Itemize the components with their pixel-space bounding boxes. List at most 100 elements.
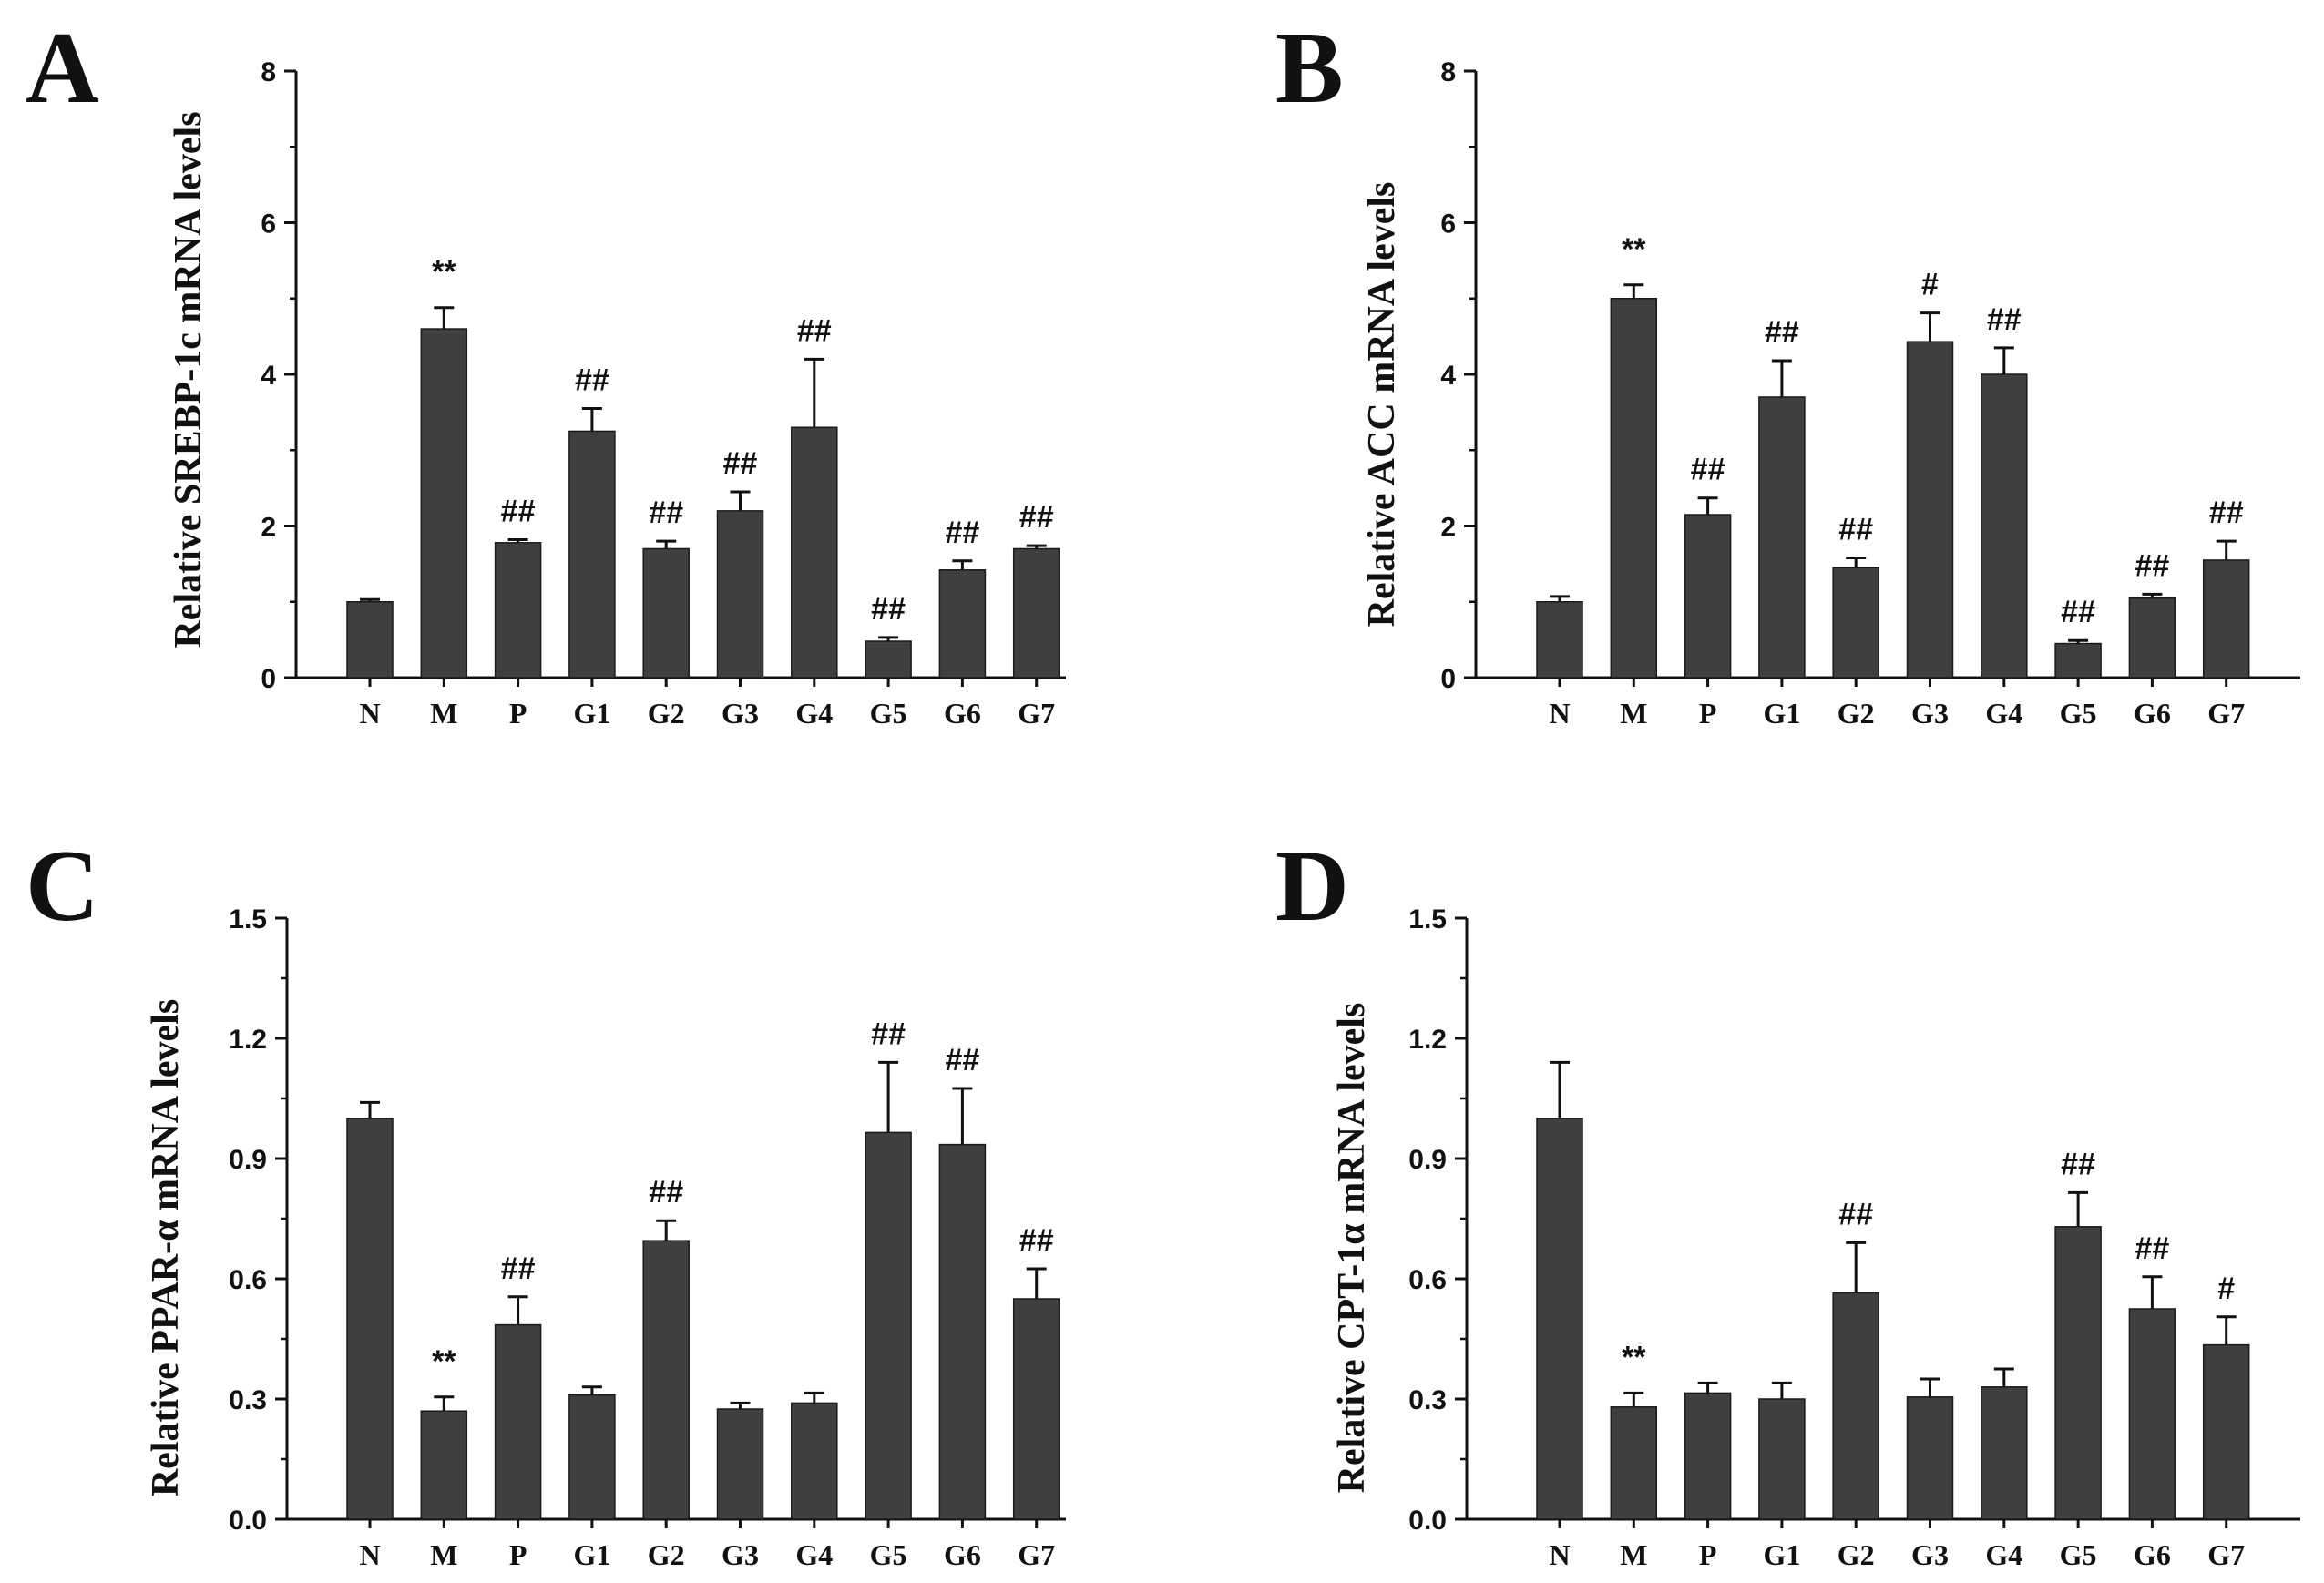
panel-a-plot: 0 2 4 6 8 N M ** P ## G1 ## G2 ## G3 ## G4 ## G5 ## G6 ## G7 ## <box>261 57 1066 730</box>
panel-a-xtick-label-g3: G3 <box>722 697 759 730</box>
panel-d-ylabel: Relative CPT-1α mRNA levels <box>1331 1003 1373 1494</box>
panel-b-annotation-g3: # <box>1921 268 1939 302</box>
panel-d-xtick-label-m: M <box>1620 1538 1647 1571</box>
panel-a-xtick-label-g5: G5 <box>870 697 907 730</box>
panel-c-ytick-label: 0.9 <box>229 1145 267 1175</box>
panel-d-bar-g3 <box>1906 1396 1954 1520</box>
panel-b-annotation-m: ** <box>1622 232 1646 267</box>
panel-b-plot: 0 2 4 6 8 N M ** P ## G1 ## G2 ## G3 # G4 ## G5 ## G6 ## G7 ## <box>1440 57 2300 730</box>
panel-b-xtick-label-g5: G5 <box>2060 697 2097 730</box>
panel-b-annotation-g6: ## <box>2135 548 2169 583</box>
panel-b-ytick-label: 4 <box>1440 361 1456 391</box>
panel-a-annotation-g6: ## <box>945 516 979 550</box>
panel-a-xtick-label-g7: G7 <box>1018 697 1055 730</box>
panel-c-xtick-label-p: P <box>509 1538 527 1571</box>
panel-d-annotation-m: ** <box>1622 1340 1646 1374</box>
panel-b-bar-g6 <box>2128 597 2176 679</box>
panel-a-ylabel: Relative SREBP-1c mRNA levels <box>168 111 210 648</box>
panel-c-xtick-label-g6: G6 <box>944 1538 981 1571</box>
panel-b-ytick-label: 2 <box>1440 513 1456 543</box>
panel-c-bar-g3 <box>716 1408 764 1520</box>
panel-a-xtick-label-g1: G1 <box>573 697 610 730</box>
panel-b-ytick-label: 8 <box>1440 57 1456 87</box>
panel-b-bar-m <box>1610 298 1658 679</box>
panel-c-bar-m <box>420 1410 468 1520</box>
panel-a-bar-m <box>420 328 468 679</box>
panel-c-xtick-label-n: N <box>359 1538 380 1571</box>
panel-d-xtick-label-g2: G2 <box>1838 1538 1875 1571</box>
panel-c-bar-n <box>346 1118 394 1520</box>
panel-d-bar-g2 <box>1832 1292 1879 1520</box>
panel-a-ytick-label: 2 <box>261 513 276 543</box>
panel-b-xtick-label-g7: G7 <box>2207 697 2245 730</box>
panel-c-xtick-label-g3: G3 <box>722 1538 759 1571</box>
panel-c-annotation-g2: ## <box>649 1175 683 1210</box>
panel-b-annotation-g4: ## <box>1987 302 2022 337</box>
panel-c-bar-g4 <box>791 1402 838 1520</box>
panel-d-ytick-label: 1.5 <box>1408 904 1447 934</box>
panel-c-annotation-p: ## <box>501 1251 536 1286</box>
panel-d-ytick-label: 0.3 <box>1408 1385 1447 1415</box>
panel-a-xtick-label-n: N <box>359 697 380 730</box>
panel-c-xtick-label-g5: G5 <box>870 1538 907 1571</box>
panel-a-bar-g4 <box>791 426 838 679</box>
panel-c-bar-g5 <box>865 1131 912 1520</box>
panel-c-annotation-m: ** <box>432 1344 456 1379</box>
panel-a-annotation-g7: ## <box>1019 500 1054 535</box>
panel-b-bar-g3 <box>1906 341 1954 679</box>
panel-a-bar-n <box>346 601 394 679</box>
panel-b-xtick-label-g4: G4 <box>1985 697 2022 730</box>
panel-d-bar-p <box>1684 1392 1732 1520</box>
panel-a-ytick-label: 4 <box>261 361 276 391</box>
panel-c-annotation-g5: ## <box>871 1016 906 1051</box>
panel-b-annotation-p: ## <box>1691 453 1725 487</box>
panel-c-bar-g6 <box>938 1143 987 1520</box>
panel-c-letter: C <box>26 830 99 943</box>
panel-c-xtick-label-g2: G2 <box>648 1538 685 1571</box>
panel-a-ytick-label: 8 <box>261 57 276 87</box>
panel-d-xtick-label-n: N <box>1549 1538 1570 1571</box>
panel-c-xtick-label-g7: G7 <box>1018 1538 1055 1571</box>
panel-c-ytick-label: 1.2 <box>229 1025 267 1055</box>
panel-c-bar-p <box>494 1323 542 1520</box>
panel-a-xtick-label-p: P <box>509 697 527 730</box>
panel-a-xtick-label-g4: G4 <box>795 697 833 730</box>
panel-b-annotation-g7: ## <box>2209 495 2244 530</box>
panel-c-bar-g2 <box>642 1240 690 1520</box>
panel-d-ytick-label: 0.6 <box>1408 1265 1447 1295</box>
panel-b-ytick-label: 0 <box>1440 664 1456 694</box>
panel-a-ytick-label: 0 <box>261 664 276 694</box>
panel-d-letter: D <box>1275 830 1349 943</box>
panel-b-bar-g2 <box>1832 567 1879 679</box>
panel-b-xtick-label-p: P <box>1699 697 1717 730</box>
panel-b-bar-g4 <box>1981 373 2028 679</box>
panel-d-bar-n <box>1536 1118 1583 1520</box>
panel-b-ylabel: Relative ACC mRNA levels <box>1361 182 1403 628</box>
panel-c-ytick-label: 0.3 <box>229 1385 267 1415</box>
panel-a-letter: A <box>26 12 99 125</box>
panel-a-xtick-label-g6: G6 <box>944 697 981 730</box>
panel-b-xtick-label-g3: G3 <box>1911 697 1949 730</box>
panel-d-xtick-label-g7: G7 <box>2207 1538 2245 1571</box>
panel-d-annotation-g7: # <box>2217 1272 2235 1306</box>
panel-d-ytick-label: 0.0 <box>1408 1506 1447 1536</box>
panel-d: D Relative CPT-1α mRNA levels 0.00.30.60… <box>1275 830 2300 1571</box>
panel-a-xtick-label-g2: G2 <box>648 697 685 730</box>
panel-a-xtick-label-m: M <box>430 697 457 730</box>
panel-d-xtick-label-g6: G6 <box>2134 1538 2171 1571</box>
panel-a-bar-g1 <box>568 430 616 679</box>
panel-d-xtick-label-g1: G1 <box>1763 1538 1800 1571</box>
panel-b-xtick-label-n: N <box>1549 697 1570 730</box>
panel-b-ytick-label: 6 <box>1440 209 1456 240</box>
panel-d-bar-g5 <box>2054 1226 2102 1520</box>
panel-b: B Relative ACC mRNA levels 0 2 4 6 8 N M ** P ## G… <box>1275 12 2300 730</box>
panel-a: A Relative SREBP-1c mRNA levels 0 2 4 6 8 N M *… <box>26 12 1066 730</box>
panel-c-annotation-g6: ## <box>945 1043 979 1077</box>
panel-c: C Relative PPAR-α mRNA levels 0.00.30.60… <box>26 830 1066 1571</box>
panel-a-annotation-g5: ## <box>871 592 906 627</box>
panel-a-bar-p <box>494 542 542 679</box>
panel-a-annotation-p: ## <box>501 494 536 528</box>
panel-d-xtick-label-g5: G5 <box>2060 1538 2097 1571</box>
panel-c-ytick-label: 0.0 <box>229 1506 267 1536</box>
